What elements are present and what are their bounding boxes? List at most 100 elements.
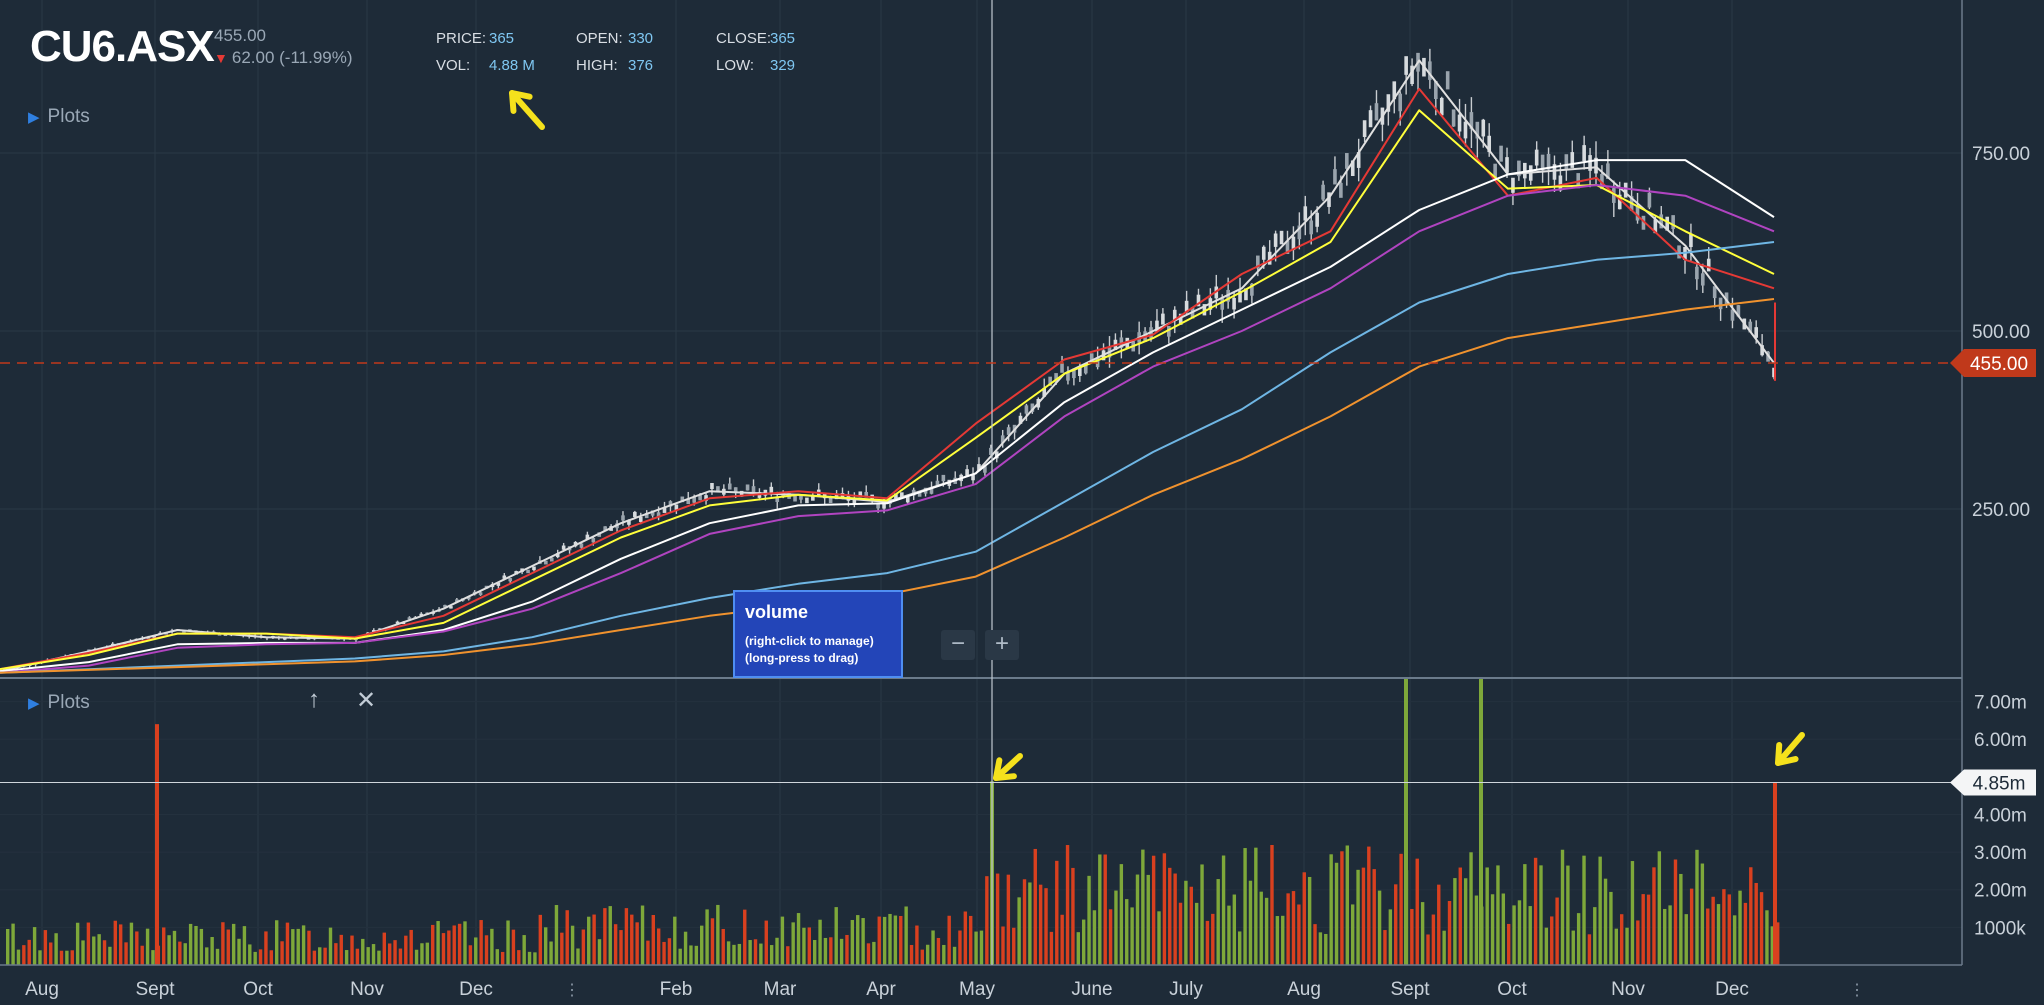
volume-bar	[985, 876, 989, 965]
move-up-icon[interactable]: ↑	[308, 686, 320, 713]
volume-bar	[92, 936, 96, 965]
candlestick-body	[751, 486, 756, 493]
volume-bar	[414, 949, 419, 965]
candlestick-body	[1469, 112, 1474, 130]
volume-bar	[355, 948, 360, 965]
close-icon[interactable]: ✕	[356, 687, 377, 714]
volume-bar	[1447, 900, 1452, 965]
volume-bar	[226, 929, 230, 965]
volume-bar	[54, 933, 58, 965]
candlestick-body	[1250, 283, 1254, 296]
volume-bar	[86, 922, 91, 965]
volume-bar	[651, 915, 655, 965]
volume-bar-peak	[1773, 782, 1777, 965]
volume-bar	[1125, 899, 1129, 965]
volume-bar	[1060, 914, 1064, 965]
volume-bar	[506, 920, 510, 965]
volume-bar	[969, 915, 973, 965]
plots-toggle-volume[interactable]: ▶ Plots	[28, 692, 90, 714]
candlestick-body	[1327, 192, 1331, 207]
volume-bar	[1663, 908, 1667, 965]
volume-bar	[1593, 907, 1597, 965]
plots-toggle-main[interactable]: ▶ Plots	[28, 106, 90, 128]
candlestick-body	[1582, 145, 1586, 162]
candlestick-body	[1273, 233, 1278, 247]
volume-bar	[215, 948, 220, 965]
candlestick-body	[864, 491, 869, 498]
volume-bar	[1415, 858, 1419, 965]
annotation-arrow-dec	[1775, 732, 1805, 766]
x-axis-gap-marker: ⋮	[1849, 982, 1865, 999]
candlestick-body	[1594, 157, 1598, 174]
volume-bar	[183, 943, 187, 965]
volume-bar	[1135, 874, 1140, 965]
candlestick-body	[1463, 121, 1468, 139]
candlestick-body	[1321, 184, 1325, 200]
candlestick-body	[1392, 81, 1397, 100]
volume-bar	[1619, 914, 1624, 965]
volume-bar	[1334, 862, 1339, 965]
candlestick-body	[1701, 273, 1705, 286]
zoom-out-button[interactable]: −	[941, 630, 975, 660]
volume-axis-tick-label: 2.00m	[1974, 881, 2027, 902]
volume-bar	[1383, 930, 1387, 965]
candlestick-body	[591, 537, 596, 543]
volume-bar	[893, 915, 898, 965]
volume-bar	[1146, 874, 1150, 965]
candlestick-body	[1048, 376, 1052, 386]
candlestick-body	[793, 495, 797, 502]
volume-bar	[328, 927, 333, 965]
volume-bar	[1533, 857, 1538, 965]
candlestick-body	[775, 496, 780, 503]
x-axis-label: Oct	[243, 979, 273, 1000]
volume-bar	[1469, 852, 1473, 965]
candlestick-body	[1540, 154, 1545, 171]
volume-bar	[1200, 864, 1204, 965]
volume-axis-tick-label: 4.00m	[1974, 805, 2027, 826]
volume-bar	[221, 922, 225, 965]
volume-bar	[576, 948, 580, 965]
volume-bar	[769, 945, 774, 965]
volume-bar	[1254, 847, 1258, 965]
candlestick-body	[395, 621, 400, 624]
change-value: 62.00 (-11.99%)	[231, 48, 353, 67]
volume-bar	[318, 947, 322, 965]
candlestick-body	[1072, 368, 1076, 379]
volume-bar	[447, 930, 451, 965]
x-axis-label: June	[1071, 979, 1112, 1000]
candlestick-body	[1083, 363, 1088, 374]
volume-bar	[75, 922, 80, 965]
volume-bar	[1598, 856, 1602, 965]
x-axis-label: Aug	[1287, 979, 1321, 1000]
candlestick-body	[769, 486, 774, 493]
volume-bar	[1243, 848, 1247, 965]
volume-bar	[689, 945, 693, 965]
volume-bar	[705, 909, 709, 965]
candlestick-body	[110, 643, 115, 646]
candlestick-body	[1659, 214, 1664, 229]
candlestick-body	[532, 566, 536, 571]
zoom-in-button[interactable]: +	[985, 630, 1019, 660]
volume-bar	[1103, 854, 1107, 965]
volume-bar	[102, 940, 107, 965]
candlestick-body	[882, 503, 886, 509]
candlestick-body	[508, 578, 513, 582]
candlestick-body	[1368, 110, 1373, 128]
volume-bar	[1743, 902, 1748, 965]
volume-tooltip[interactable]: volume (right-click to manage) (long-pre…	[733, 590, 903, 678]
volume-bar	[1092, 910, 1097, 965]
x-axis-label: Apr	[866, 979, 896, 1000]
volume-bar	[468, 945, 473, 965]
volume-bar	[904, 906, 908, 965]
volume-bar	[1490, 894, 1495, 965]
volume-bar	[942, 944, 946, 965]
volume-bar	[1614, 928, 1619, 965]
volume-bar	[1566, 865, 1570, 965]
volume-bar	[1442, 930, 1446, 965]
candlestick-body	[1552, 164, 1557, 180]
volume-bar	[1324, 933, 1328, 965]
candlestick-body	[1356, 152, 1361, 168]
volume-bar	[500, 951, 505, 965]
volume-bar	[16, 949, 21, 965]
